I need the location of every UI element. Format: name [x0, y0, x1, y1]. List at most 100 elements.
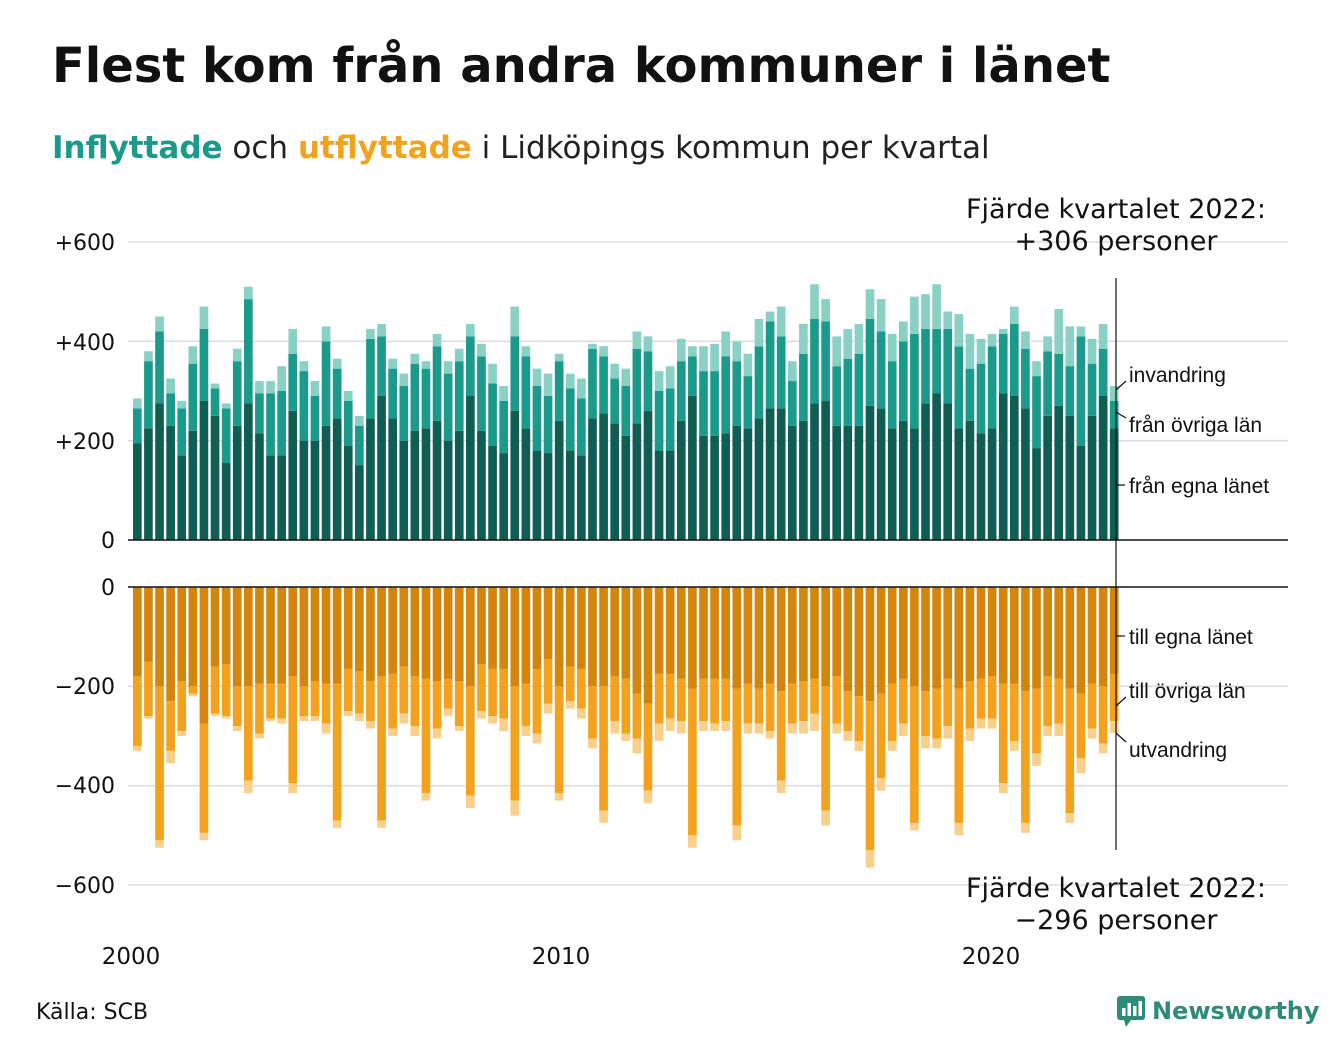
- bar-in-egna-lanet-58: [776, 408, 786, 540]
- bar-out-utvandring-67: [876, 778, 886, 791]
- label-fran-ovriga-lan: från övriga län: [1129, 414, 1262, 437]
- bar-out-utvandring-13: [277, 718, 286, 724]
- bar-out-utvandring-5: [188, 693, 198, 697]
- bar-out-egna-lanet-13: [277, 587, 286, 684]
- bar-in-invandring-37: [543, 373, 553, 396]
- bar-in-egna-lanet-45: [632, 423, 642, 540]
- bar-out-egna-lanet-88: [1109, 587, 1119, 674]
- bar-out-utvandring-80: [1021, 822, 1030, 833]
- bar-in-ovriga-lan-74: [954, 346, 964, 429]
- bar-in-ovriga-lan-37: [543, 395, 553, 454]
- bar-in-ovriga-lan-20: [355, 425, 364, 466]
- bar-out-ovriga-lan-47: [654, 673, 664, 724]
- bar-out-utvandring-11: [255, 733, 264, 739]
- bar-in-ovriga-lan-32: [488, 383, 497, 446]
- bar-in-invandring-70: [910, 296, 919, 334]
- bar-out-ovriga-lan-41: [588, 686, 597, 739]
- bar-out-egna-lanet-50: [688, 587, 697, 689]
- bar-in-ovriga-lan-12: [266, 393, 275, 456]
- bar-out-egna-lanet-49: [676, 587, 686, 679]
- bar-in-egna-lanet-46: [643, 410, 653, 540]
- bar-out-utvandring-14: [288, 783, 298, 794]
- bar-out-utvandring-4: [177, 731, 187, 736]
- chart-title: Flest kom från andra kommuner i länet: [52, 38, 1111, 94]
- bar-out-ovriga-lan-29: [454, 681, 464, 727]
- bar-in-egna-lanet-50: [688, 395, 697, 540]
- bar-out-ovriga-lan-15: [299, 686, 309, 717]
- bar-out-ovriga-lan-6: [199, 723, 209, 833]
- bar-in-invandring-68: [887, 333, 897, 362]
- bar-out-egna-lanet-31: [477, 587, 486, 664]
- bar-in-egna-lanet-4: [177, 455, 187, 540]
- bar-in-egna-lanet-26: [421, 428, 431, 540]
- bar-in-invandring-59: [787, 361, 797, 382]
- bar-out-egna-lanet-1: [144, 587, 153, 662]
- bar-out-egna-lanet-41: [588, 587, 597, 687]
- bar-in-egna-lanet-28: [443, 440, 453, 540]
- bar-out-egna-lanet-60: [799, 587, 808, 682]
- bar-out-egna-lanet-73: [943, 587, 953, 679]
- bar-out-utvandring-10: [244, 780, 253, 794]
- bar-in-invandring-26: [421, 361, 431, 369]
- bar-out-ovriga-lan-60: [799, 681, 808, 722]
- bar-in-invandring-63: [832, 336, 842, 367]
- bar-in-ovriga-lan-25: [410, 363, 420, 431]
- bar-out-egna-lanet-53: [721, 587, 731, 679]
- bar-in-egna-lanet-15: [299, 440, 309, 540]
- bar-in-egna-lanet-60: [799, 420, 808, 540]
- bar-in-invandring-41: [588, 343, 597, 349]
- bar-out-egna-lanet-81: [1032, 587, 1041, 689]
- bar-in-ovriga-lan-11: [255, 393, 264, 434]
- bar-out-utvandring-63: [832, 723, 842, 734]
- bar-in-invandring-81: [1032, 361, 1041, 377]
- bar-out-egna-lanet-62: [821, 587, 830, 687]
- annotation-bottom-line1: Fjärde kvartalet 2022:: [966, 873, 1266, 904]
- ytick-upper-200: +200: [55, 430, 115, 455]
- bar-out-utvandring-2: [155, 840, 164, 848]
- bar-in-ovriga-lan-76: [976, 363, 986, 434]
- bar-in-ovriga-lan-71: [921, 328, 930, 404]
- bar-out-utvandring-3: [166, 750, 175, 764]
- bar-in-ovriga-lan-7: [210, 388, 220, 416]
- bar-in-egna-lanet-2: [155, 403, 164, 540]
- bar-out-ovriga-lan-79: [1009, 683, 1019, 741]
- subtitle-rest: i Lidköpings kommun per kvartal: [471, 130, 990, 166]
- bar-in-egna-lanet-1: [144, 428, 153, 540]
- bar-in-invandring-14: [288, 328, 298, 354]
- bar-out-utvandring-71: [921, 736, 930, 749]
- bar-out-egna-lanet-85: [1076, 587, 1086, 694]
- bar-in-invandring-76: [976, 338, 986, 364]
- bar-out-egna-lanet-30: [466, 587, 475, 687]
- bar-out-ovriga-lan-69: [898, 678, 908, 724]
- bar-out-egna-lanet-61: [810, 587, 819, 679]
- bar-out-utvandring-87: [1098, 743, 1108, 754]
- bar-in-egna-lanet-55: [743, 428, 753, 540]
- bar-out-utvandring-30: [466, 795, 475, 809]
- bar-in-ovriga-lan-0: [133, 408, 142, 444]
- bar-out-utvandring-26: [421, 793, 431, 801]
- bar-in-egna-lanet-11: [255, 433, 264, 540]
- bar-in-invandring-21: [366, 328, 375, 339]
- bar-out-egna-lanet-54: [732, 587, 742, 689]
- bar-in-ovriga-lan-57: [765, 321, 775, 409]
- bar-out-ovriga-lan-45: [632, 693, 642, 739]
- bar-out-egna-lanet-25: [410, 587, 420, 677]
- bar-out-ovriga-lan-86: [1087, 683, 1097, 729]
- bar-in-invandring-24: [399, 373, 409, 387]
- bar-out-utvandring-27: [432, 728, 442, 739]
- bar-in-egna-lanet-36: [532, 450, 542, 540]
- bar-out-utvandring-24: [399, 713, 409, 724]
- bar-in-ovriga-lan-66: [865, 318, 875, 406]
- bar-out-utvandring-39: [565, 701, 575, 709]
- bar-in-ovriga-lan-59: [787, 381, 797, 426]
- bar-in-egna-lanet-24: [399, 440, 409, 540]
- bar-out-ovriga-lan-67: [876, 693, 886, 779]
- bar-in-ovriga-lan-61: [810, 318, 819, 404]
- bar-in-egna-lanet-25: [410, 430, 420, 540]
- bar-out-egna-lanet-67: [876, 587, 886, 694]
- bar-in-egna-lanet-44: [621, 435, 631, 540]
- bar-out-utvandring-75: [965, 728, 975, 741]
- bar-out-egna-lanet-87: [1098, 587, 1108, 687]
- bar-out-egna-lanet-80: [1021, 587, 1030, 692]
- bar-out-ovriga-lan-9: [232, 686, 242, 727]
